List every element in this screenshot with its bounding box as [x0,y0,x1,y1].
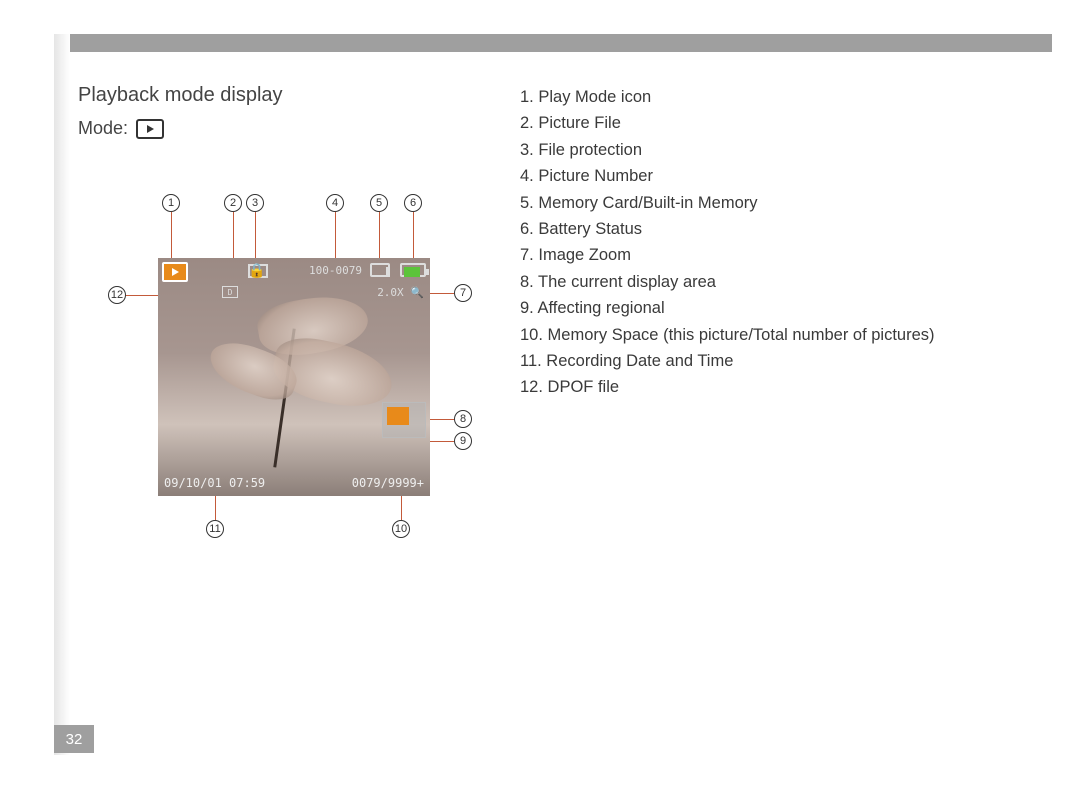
callout-4: 4 [326,194,344,212]
leader [255,212,256,264]
legend-item: Play Mode icon [520,84,935,110]
image-zoom-text: 2.0X 🔍 [377,286,424,299]
section-heading: Playback mode display [78,84,283,107]
legend-item: Recording Date and Time [520,348,935,374]
callout-7: 7 [454,284,472,302]
legend-item: Picture Number [520,163,935,189]
picture-number: 100-0079 [309,264,362,277]
legend-item: Picture File [520,110,935,136]
file-protection-icon: 🔒 [248,262,265,279]
spine-shadow [54,34,70,755]
callout-8: 8 [454,410,472,428]
legend-item: Battery Status [520,216,935,242]
legend-item: Image Zoom [520,242,935,268]
leader [413,212,414,264]
recording-datetime: 09/10/01 07:59 [164,476,265,490]
memory-card-icon [370,263,390,277]
memory-space-text: 0079/9999+ [352,476,424,490]
callout-1: 1 [162,194,180,212]
leader [233,212,234,264]
legend-item: DPOF file [520,374,935,400]
legend-item: Memory Space (this picture/Total number … [520,322,935,348]
legend-item: File protection [520,137,935,163]
leader [171,212,172,264]
callout-2: 2 [224,194,242,212]
legend-list: Play Mode iconPicture FileFile protectio… [520,84,935,401]
callout-3: 3 [246,194,264,212]
play-mode-icon [136,119,164,139]
current-display-area [387,407,409,425]
lcd-screen: 🔒 100-0079 D 2.0X 🔍 09/10/01 07:59 0079/… [158,258,430,496]
page-top-bar [70,34,1052,52]
callout-10: 10 [392,520,410,538]
callout-9: 9 [454,432,472,450]
affecting-regional-box [382,402,426,438]
leader [335,212,336,264]
diagram-area: 1 2 3 4 5 6 12 7 8 9 10 11 🔒 100-0079 [100,180,480,560]
battery-status-icon [400,263,426,277]
overlay-top-left [162,262,188,282]
callout-5: 5 [370,194,388,212]
legend-item: Memory Card/Built-in Memory [520,190,935,216]
callout-12: 12 [108,286,126,304]
page-number: 32 [54,725,94,753]
legend-item: Affecting regional [520,295,935,321]
play-mode-icon [162,262,188,282]
dpof-icon: D [222,286,238,298]
mode-label: Mode: [78,118,128,139]
callout-11: 11 [206,520,224,538]
legend-item: The current display area [520,269,935,295]
callout-6: 6 [404,194,422,212]
mode-row: Mode: [78,118,164,139]
leader [379,212,380,264]
